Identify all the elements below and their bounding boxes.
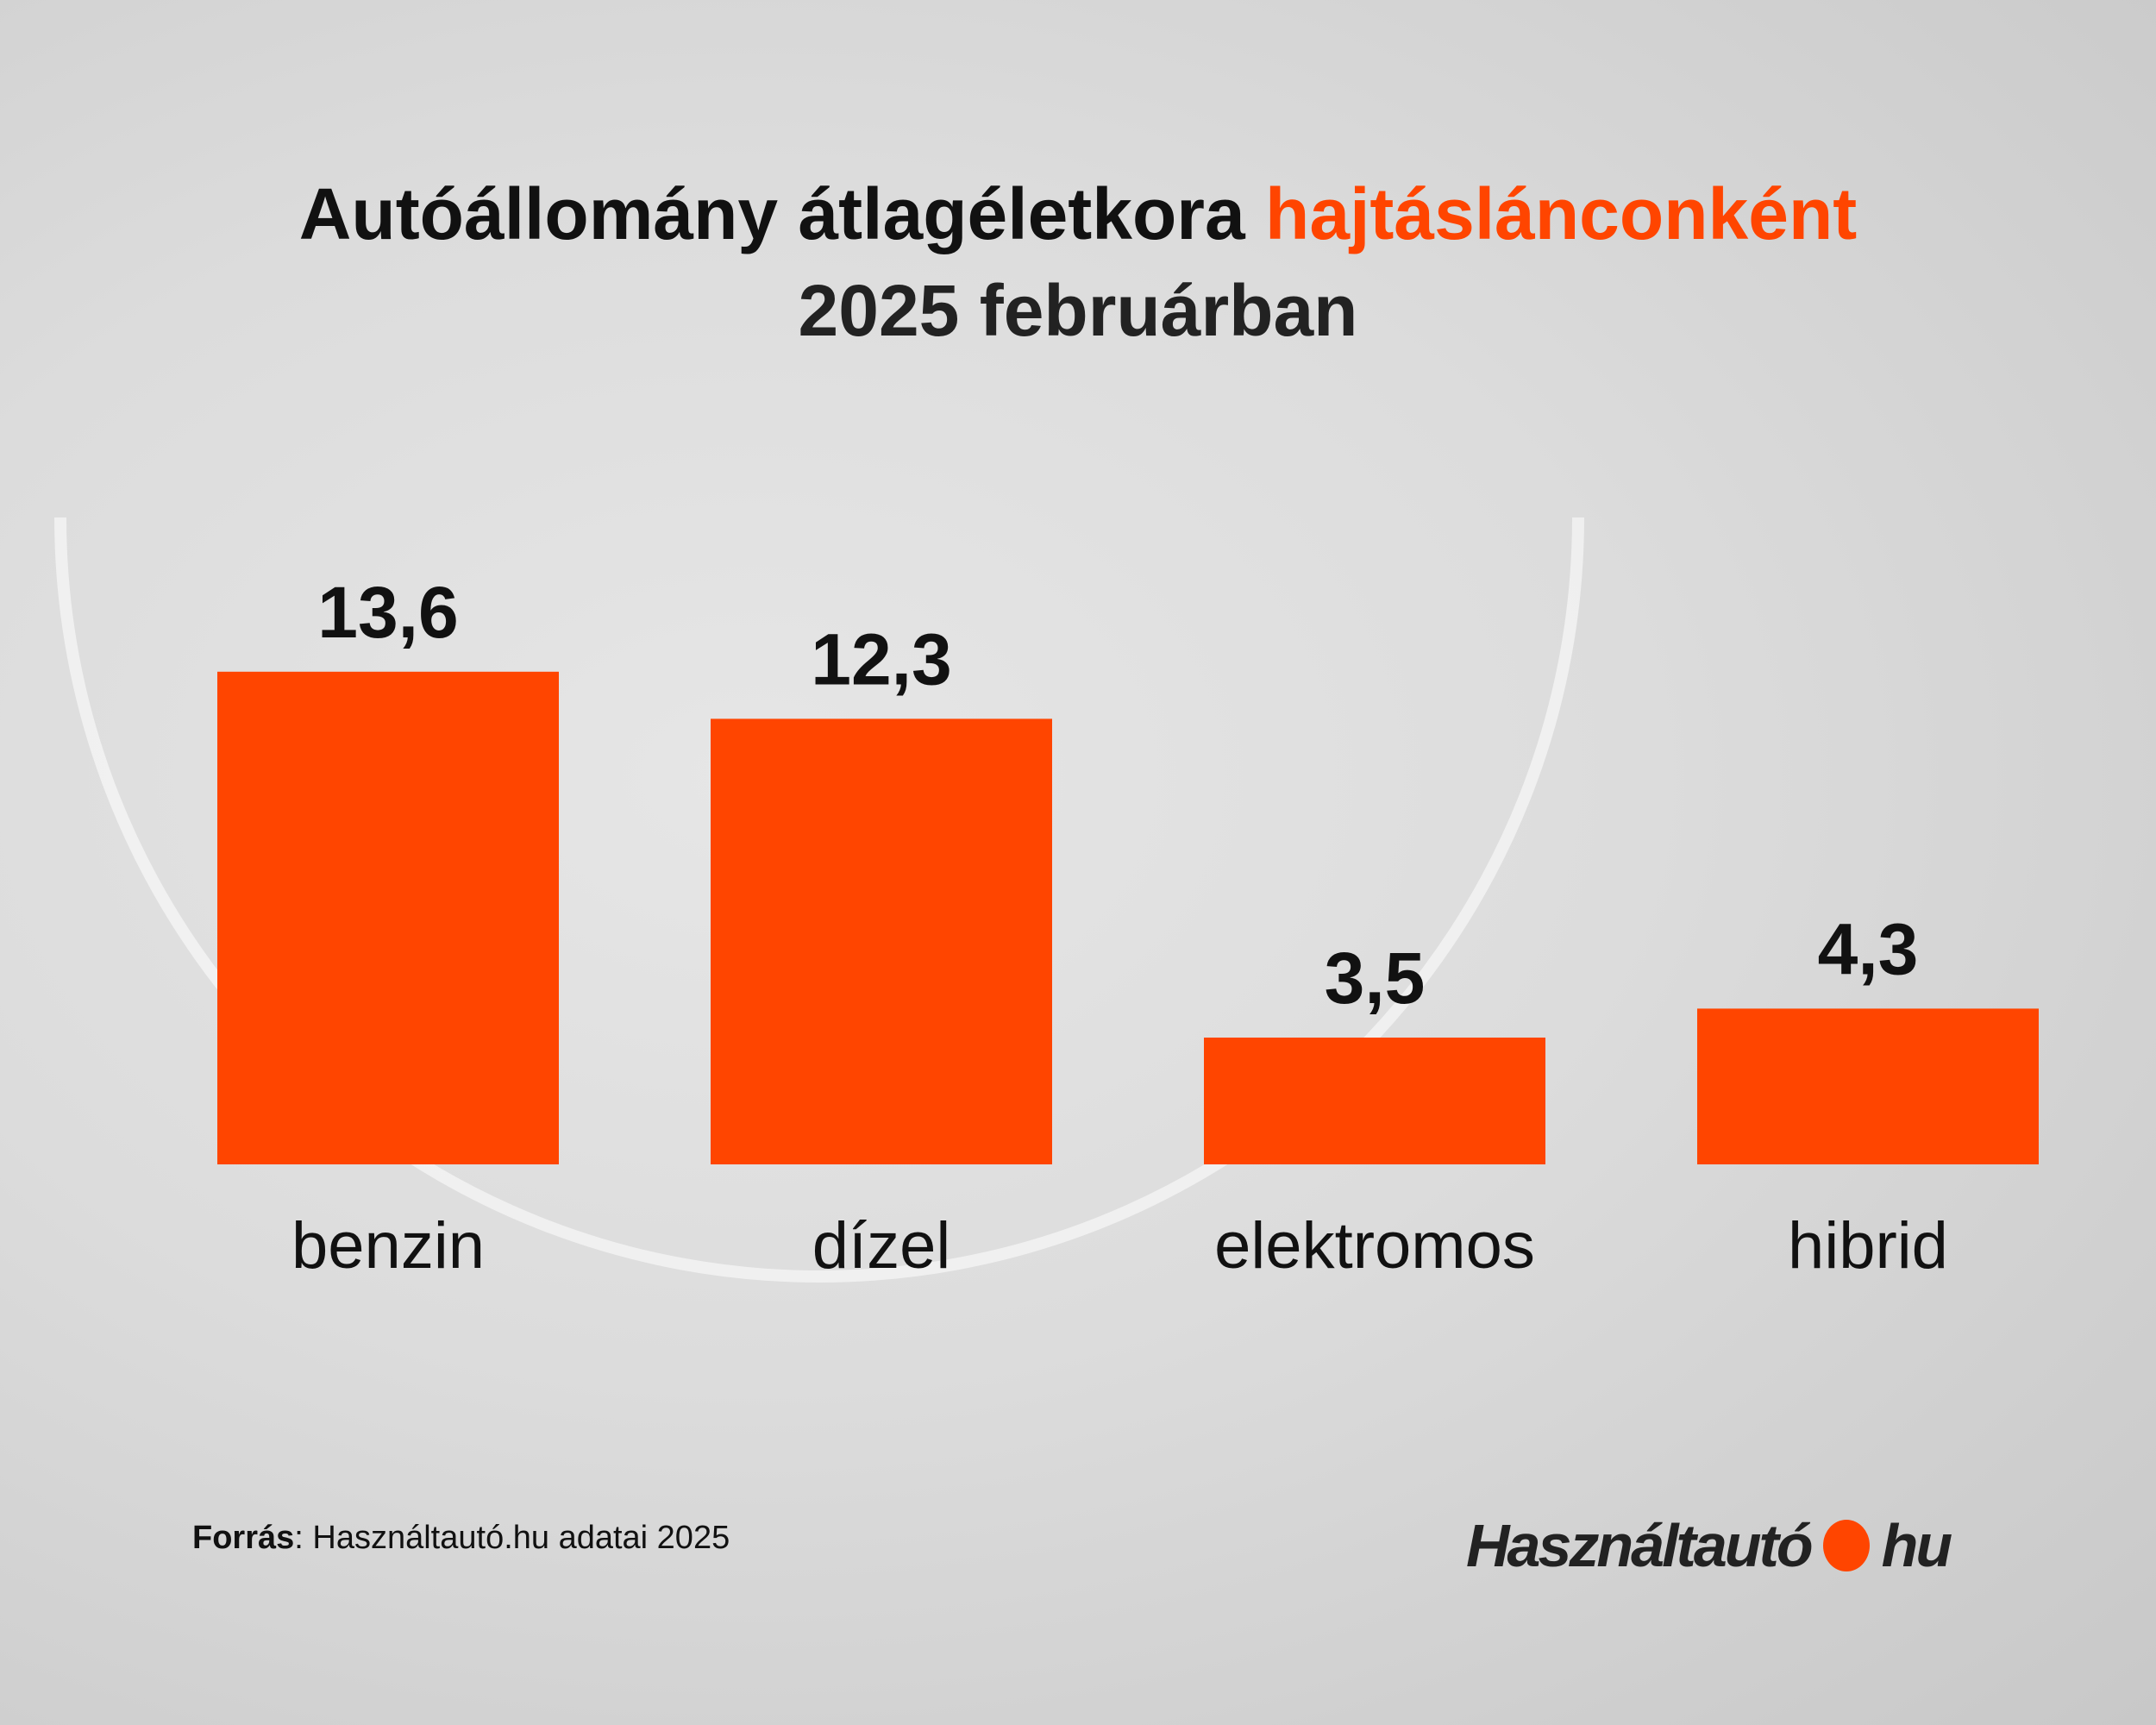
category-label: hibrid (1788, 1209, 1948, 1283)
chart-subtitle: 2025 februárban (798, 270, 1358, 351)
category-label: dízel (812, 1209, 951, 1283)
source-label: Forrás (192, 1520, 295, 1556)
bar-hibrid (1697, 1008, 2039, 1164)
category-label: elektromos (1214, 1209, 1535, 1283)
chart-title: Autóállomány átlagéletkora hajtásláncon­… (0, 172, 2156, 256)
logo-text: Használtautó (1466, 1512, 1814, 1579)
category-label: benzin (291, 1209, 485, 1283)
logo-suffix: hu (1881, 1512, 1953, 1579)
title-accent: hajtásláncon­ként (1265, 173, 1858, 254)
title-part1: Autóállomány átlagéletkora (298, 173, 1266, 254)
bar-dízel (711, 718, 1052, 1164)
value-label: 4,3 (1818, 908, 1919, 989)
bar-benzin (217, 671, 559, 1164)
value-label: 12,3 (811, 618, 952, 699)
bar-elektromos (1204, 1038, 1545, 1164)
logo-dot (1822, 1520, 1870, 1571)
value-label: 13,6 (317, 572, 459, 653)
source-note: Forrás: Használtautó.hu adatai 2025 (192, 1520, 730, 1557)
logo: Használtautó hu (1466, 1511, 1953, 1580)
gauge-ring (54, 517, 1584, 1283)
source-text: : Használtautó.hu adatai 2025 (294, 1520, 730, 1556)
value-label: 3,5 (1325, 938, 1426, 1019)
